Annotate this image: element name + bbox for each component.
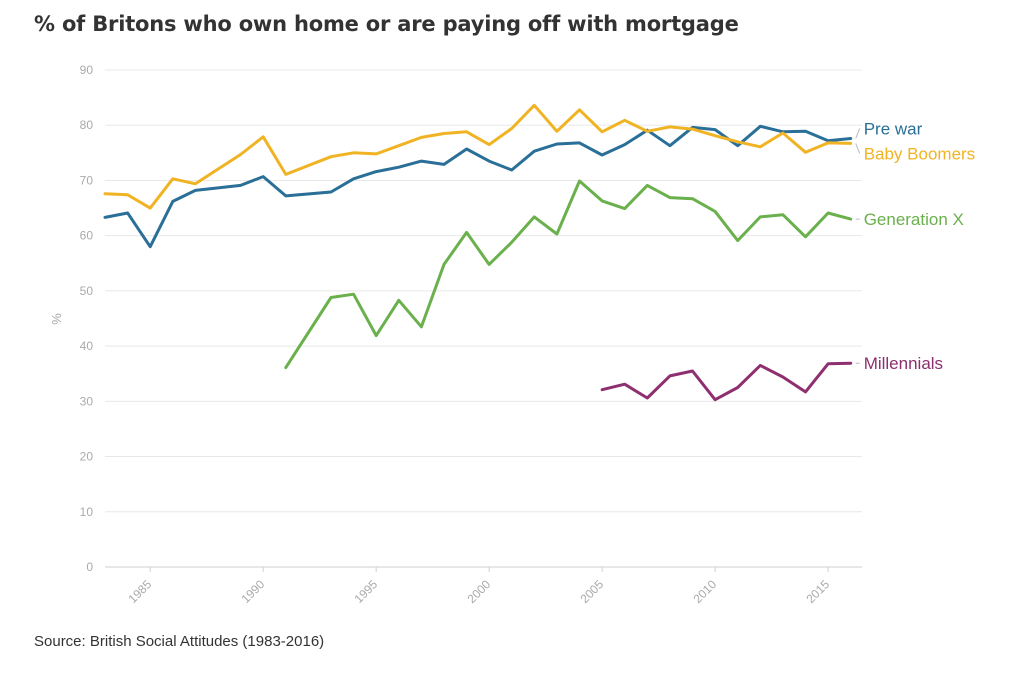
series-lines: [103, 103, 853, 402]
x-tick-label: 1995: [352, 577, 381, 606]
gridlines: [105, 69, 862, 568]
series-line-generation-x: [284, 179, 853, 370]
y-tick-label: 10: [80, 505, 94, 519]
y-tick-label: 50: [80, 284, 94, 298]
label-leader-line: [855, 128, 861, 139]
y-tick-label: 70: [80, 173, 94, 187]
x-axis-ticks: 1985 1990 1995 2000 2005 2010 2015: [126, 567, 832, 606]
y-tick-label: 0: [86, 560, 93, 574]
series-line-millennials: [600, 361, 853, 402]
series-label-pre-war: Pre war: [864, 119, 923, 138]
y-tick-label: 40: [80, 339, 94, 353]
label-leader-line: [855, 143, 861, 154]
line-chart: 0 10 20 30 40 50 60 70 80 90 1985 1990 1995 2000 2005…: [49, 63, 976, 606]
source-note: Source: British Social Attitudes (1983-2…: [34, 633, 325, 650]
series-line-baby-boomers: [103, 103, 853, 210]
y-tick-label: 30: [80, 394, 94, 408]
y-tick-label: 20: [80, 450, 94, 464]
series-label-baby-boomers: Baby Boomers: [864, 144, 976, 163]
x-tick-label: 2015: [803, 577, 832, 606]
y-axis-ticks: 0 10 20 30 40 50 60 70 80 90: [80, 63, 94, 574]
x-tick-label: 2010: [690, 577, 719, 606]
y-tick-label: 90: [80, 63, 94, 77]
x-tick-label: 1990: [239, 577, 268, 606]
y-tick-label: 80: [80, 118, 94, 132]
series-line-pre-war: [103, 124, 853, 249]
x-tick-label: 1985: [126, 577, 155, 606]
chart-title: % of Britons who own home or are paying …: [34, 12, 739, 36]
x-tick-label: 2000: [464, 577, 493, 606]
series-label-millennials: Millennials: [864, 354, 943, 373]
series-label-generation-x: Generation X: [864, 210, 964, 229]
x-tick-label: 2005: [577, 577, 606, 606]
y-axis-label: %: [49, 313, 64, 325]
series-labels: Pre war Baby Boomers Generation X Millennia…: [855, 119, 976, 373]
y-tick-label: 60: [80, 229, 94, 243]
